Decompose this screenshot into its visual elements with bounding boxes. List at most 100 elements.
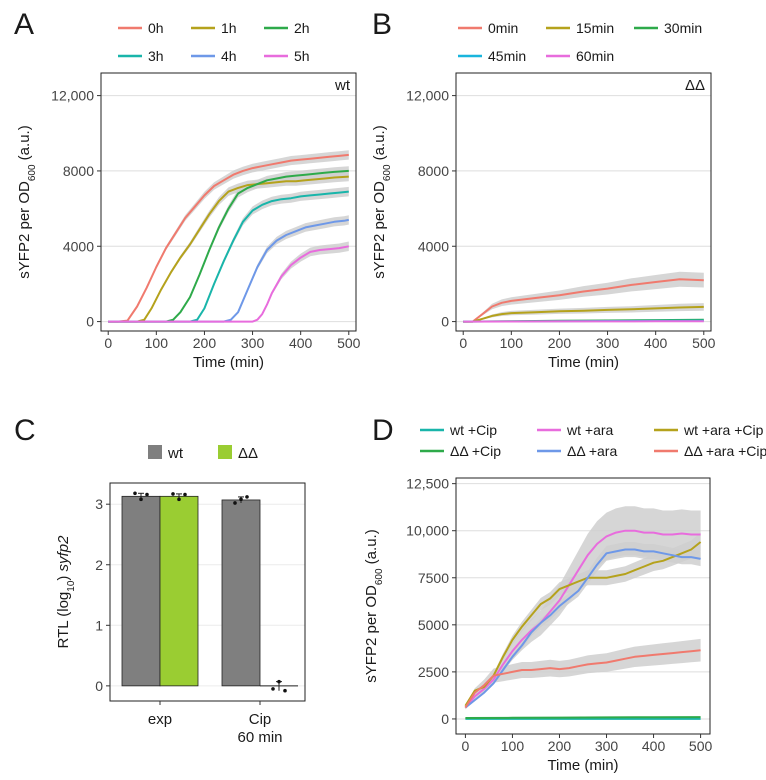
panel-letter-d: D (372, 414, 394, 447)
panel-b-y-axis-title-sub: 600 (382, 164, 393, 181)
panel-d-y-axis-title-suffix: (a.u.) (363, 529, 380, 568)
panel-d-legend-label-wt-cip: wt +Cip (449, 422, 497, 438)
panel-letter-c: C (14, 414, 36, 447)
panel-letter-a: A (14, 8, 34, 41)
panel-b-x-axis-title: Time (min) (548, 354, 619, 371)
panel-c-point-dddd-1 (277, 679, 281, 684)
panel-c-point-dddd-0 (171, 492, 175, 496)
panel-d-y-axis-title-sub: 600 (374, 568, 385, 585)
panel-a: 0 100 200 300 400 500 0 4000 8000 12,000 Time (min… (16, 20, 361, 371)
panel-a-legend-label-4h: 4h (221, 48, 237, 64)
panel-c-point-wt-0 (145, 492, 149, 497)
panel-c-category-label-line2: 60 min (237, 729, 282, 746)
panel-a-y-tick-label: 8000 (63, 163, 94, 179)
panel-d-legend-label-wt-ara-cip: wt +ara +Cip (683, 422, 764, 438)
panel-c-y-axis-title: RTL (log10) syfp2 (55, 535, 77, 649)
panel-d-y-axis-title-main: sYFP2 per OD (363, 585, 380, 683)
panel-c-bar-wt-0 (121, 495, 161, 687)
panel-b-x-tick-label: 100 (500, 335, 524, 351)
panel-c-y-tick-label: 0 (95, 678, 103, 694)
panel-d-plot-frame (455, 477, 711, 735)
panel-a-y-axis-title-main: sYFP2 per OD (16, 181, 33, 279)
panel-d-y-axis-title: sYFP2 per OD600 (a.u.) (363, 529, 385, 682)
panel-a-series-0h (108, 153, 349, 323)
panel-a-legend-label-1h: 1h (221, 20, 237, 36)
panel-b-corner-label: ΔΔ (685, 77, 705, 94)
panel-b-y-tick-label: 8000 (418, 163, 449, 179)
panel-b-y-axis-title: sYFP2 per OD600 (a.u.) (371, 125, 393, 278)
panel-c-bar-wt-1 (221, 499, 261, 687)
panel-d-legend-label-dddd-cip: ΔΔ +Cip (450, 443, 501, 459)
panel-a-series-1h (108, 175, 349, 323)
panel-d-series-dddd-ara-cip (464, 649, 701, 709)
panel-c-point-dddd-0 (183, 492, 187, 497)
panel-b-band-15min (463, 303, 704, 322)
panel-d-x-tick-label: 0 (462, 738, 470, 754)
panel-d-x-tick-label: 200 (548, 738, 572, 754)
panel-d-x-tick-label: 100 (501, 738, 525, 754)
panel-c-y-tick-label: 3 (95, 496, 103, 512)
panel-a-series-4h (108, 218, 349, 323)
panel-a-legend-label-0h: 0h (148, 20, 164, 36)
panel-a-y-tick-label: 12,000 (51, 88, 94, 104)
panel-c-bar-dddd-0 (159, 495, 199, 687)
panel-b-y-tick-label: 12,000 (406, 88, 449, 104)
panel-c-y-axis-title-suffix: ) (55, 571, 72, 580)
panel-c-point-dddd-0 (177, 497, 181, 502)
panel-d-y-tick-label: 12,500 (406, 476, 449, 492)
panel-b-series-0min (463, 278, 704, 323)
panel-d-y-tick-label: 7500 (418, 570, 449, 586)
panel-d-band-dddd-ara (465, 542, 701, 709)
panel-c-y-tick-label: 2 (95, 557, 103, 573)
panel-b-x-tick-label: 200 (548, 335, 572, 351)
panel-b-legend-label-60min: 60min (576, 48, 614, 64)
panel-b-legend-label-45min: 45min (488, 48, 526, 64)
panel-c-category-label: exp (148, 711, 172, 728)
panel-a-y-tick-label: 4000 (63, 238, 94, 254)
panel-b-x-tick-label: 0 (459, 335, 467, 351)
panel-a-y-axis-title: sYFP2 per OD600 (a.u.) (16, 125, 38, 278)
panel-b-series-15min (463, 305, 704, 323)
panel-b-plot-frame (455, 72, 712, 332)
panel-a-x-tick-label: 300 (241, 335, 265, 351)
panel-d-band-wt-ara (465, 506, 701, 710)
panel-d-x-tick-label: 400 (642, 738, 666, 754)
panel-a-x-tick-label: 400 (289, 335, 313, 351)
panel-c-point-wt-1 (239, 497, 243, 502)
panel-a-legend-label-2h: 2h (294, 20, 310, 36)
panel-d-y-tick-label: 5000 (418, 617, 449, 633)
panel-d-y-tick-label: 10,000 (406, 523, 449, 539)
panel-c-point-wt-1 (233, 501, 237, 505)
panel-c-legend-swatch-wt (148, 445, 162, 459)
panel-c-category-label: Cip (249, 711, 272, 728)
panel-a-x-axis-title: Time (min) (193, 354, 264, 371)
panel-d-y-tick-label: 2500 (418, 664, 449, 680)
panel-c-y-axis-title-sub: 10 (66, 580, 77, 592)
panel-b-y-tick-label: 4000 (418, 238, 449, 254)
panel-d-legend-label-wt-ara: wt +ara (566, 422, 614, 438)
panel-c-y-axis-title-main: RTL (log (55, 592, 72, 649)
panel-a-legend-label-3h: 3h (148, 48, 164, 64)
panel-c-legend-swatch-dddd (218, 445, 232, 459)
panel-b: 0 100 200 300 400 500 0 4000 8000 12,000 Time (min… (371, 20, 716, 371)
panel-a-y-axis-title-suffix: (a.u.) (16, 125, 33, 164)
panel-a-plot-frame (100, 72, 357, 332)
panel-a-y-tick-label: 0 (86, 314, 94, 330)
panel-b-x-tick-label: 500 (692, 335, 716, 351)
panel-d-series-dddd-ara (464, 548, 701, 709)
panel-a-x-tick-label: 100 (145, 335, 169, 351)
panel-a-legend-label-5h: 5h (294, 48, 310, 64)
panel-c-point-dddd-1 (283, 688, 287, 693)
panel-b-y-axis-title-main: sYFP2 per OD (371, 181, 388, 279)
panel-a-corner-label: wt (334, 77, 351, 94)
panel-c-legend-label-dddd: ΔΔ (238, 445, 258, 462)
panel-a-x-tick-label: 500 (337, 335, 361, 351)
panel-d-legend-label-dddd-ara-cip: ΔΔ +ara +Cip (684, 443, 766, 459)
panel-a-y-axis-title-sub: 600 (27, 164, 38, 181)
panel-d-series-wt-ara-cip (464, 541, 702, 707)
panel-d-x-axis-title: Time (min) (547, 757, 618, 774)
panel-b-x-tick-label: 400 (644, 335, 668, 351)
panel-letter-b: B (372, 8, 392, 41)
